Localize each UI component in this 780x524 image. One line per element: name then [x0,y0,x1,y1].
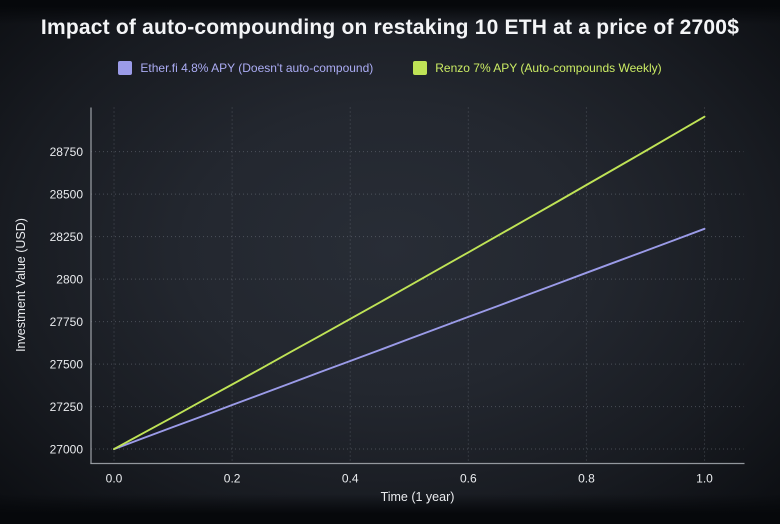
x-tick-labels: 0.0 0.2 0.4 0.6 0.8 1.0 [106,472,714,486]
legend-swatch-etherfi [118,61,133,75]
x-tick-label: 0.0 [106,472,123,486]
y-tick-label: 27000 [50,442,84,456]
legend: Ether.fi 4.8% APY (Doesn't auto-compound… [0,61,780,75]
y-tick-label: 27500 [50,357,84,371]
y-gridlines [91,151,744,450]
chart-title: Impact of auto-compounding on restaking … [40,16,740,39]
legend-item-renzo: Renzo 7% APY (Auto-compounds Weekly) [413,61,662,75]
y-tick-label: 27250 [50,400,84,414]
y-tick-label: 28250 [50,230,84,244]
x-tick-label: 0.2 [224,472,241,486]
x-tick-label: 0.8 [578,472,595,486]
legend-label-etherfi: Ether.fi 4.8% APY (Doesn't auto-compound… [140,61,374,75]
series-line-etherfi [113,227,706,451]
y-tick-label: 27750 [50,315,84,329]
y-tick-label: 28500 [50,187,84,201]
y-tick-label: 28750 [50,145,84,159]
x-tick-label: 1.0 [696,472,713,486]
series-line-renzo [113,115,706,451]
y-tick-label: 2800 [56,272,83,286]
legend-swatch-renzo [413,61,428,75]
y-tick-labels: 27000 27250 27500 27750 2800 28250 28500 28750 [50,145,84,456]
x-tick-label: 0.4 [342,472,359,486]
x-axis-title: Time (1 year) [380,490,455,504]
x-tick-label: 0.6 [460,472,477,486]
legend-label-renzo: Renzo 7% APY (Auto-compounds Weekly) [435,61,662,75]
legend-item-etherfi: Ether.fi 4.8% APY (Doesn't auto-compound… [118,61,373,75]
